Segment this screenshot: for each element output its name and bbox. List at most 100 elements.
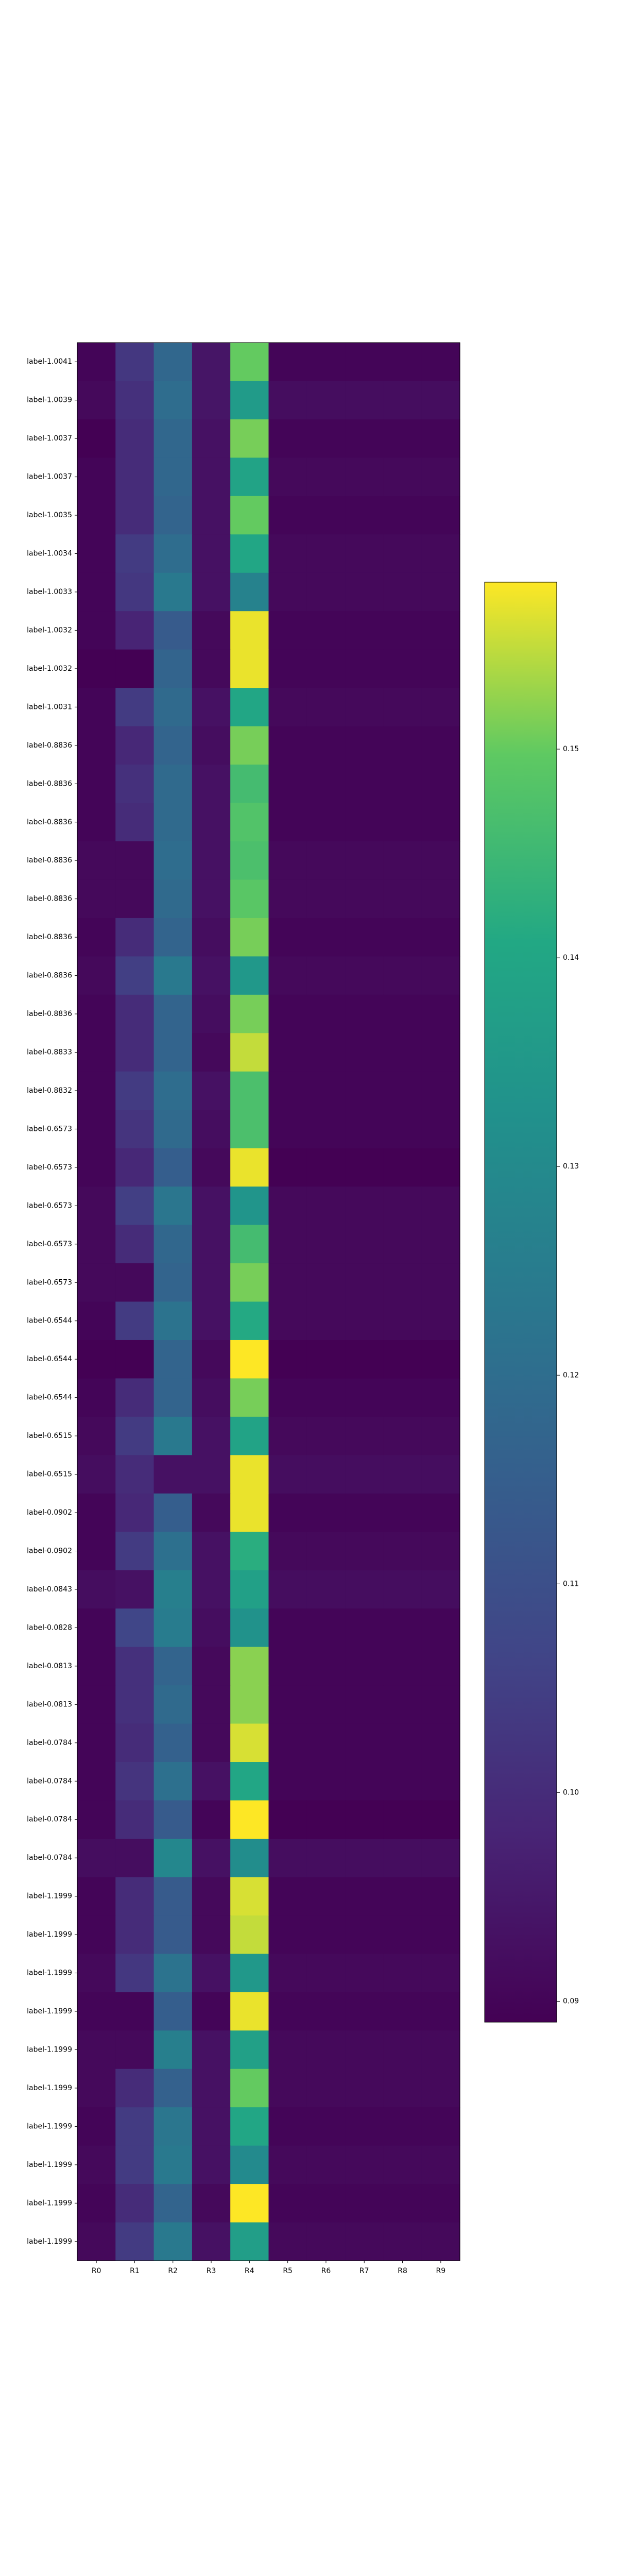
heatmap-cell: [153, 1685, 193, 1724]
heatmap-cell: [306, 1071, 346, 1110]
heatmap-cell: [77, 994, 116, 1033]
heatmap-cell: [230, 1148, 269, 1187]
heatmap-cell: [421, 2030, 460, 2070]
heatmap-cell: [383, 2069, 422, 2108]
heatmap-cell: [230, 1992, 269, 2031]
heatmap-cell: [230, 1187, 269, 1226]
heatmap-cell: [153, 611, 193, 650]
heatmap-cell: [383, 1608, 422, 1648]
heatmap-cell: [268, 1110, 307, 1149]
heatmap-cell: [77, 803, 116, 842]
heatmap-cell: [192, 1532, 231, 1571]
heatmap-cell: [421, 1110, 460, 1149]
heatmap-cell: [153, 1187, 193, 1226]
heatmap-cell: [192, 803, 231, 842]
row-tick-label: label-0.8832: [27, 1087, 72, 1095]
row-tick-label: label-1.1999: [27, 2084, 72, 2092]
heatmap-cell: [230, 534, 269, 573]
heatmap-cell: [153, 2222, 193, 2261]
row-tick-label: label-0.8836: [27, 895, 72, 903]
heatmap-cell: [192, 1187, 231, 1226]
heatmap-cell: [115, 1992, 154, 2031]
row-tick-label: label-0.8836: [27, 779, 72, 788]
heatmap-cell: [306, 765, 346, 804]
heatmap-cell: [383, 1493, 422, 1532]
heatmap-cell: [268, 1723, 307, 1762]
heatmap-cell: [383, 1033, 422, 1072]
heatmap-cell: [306, 1148, 346, 1187]
heatmap-cell: [192, 1301, 231, 1341]
heatmap-cell: [192, 726, 231, 765]
heatmap-cell: [421, 726, 460, 765]
heatmap-cell: [421, 1455, 460, 1494]
heatmap-cell: [268, 1685, 307, 1724]
heatmap-cell: [153, 496, 193, 535]
row-tick-label: label-1.1999: [27, 1969, 72, 1977]
heatmap-cell: [192, 419, 231, 458]
heatmap-cell: [192, 1263, 231, 1302]
heatmap-cell: [306, 2222, 346, 2261]
heatmap-cell: [421, 1838, 460, 1877]
colorbar-ticks: 0.09 0.10 0.11 0.12 0.13 0.14 0.15: [557, 745, 579, 2005]
heatmap-cell: [268, 343, 307, 382]
heatmap-cell: [345, 2145, 384, 2184]
heatmap-cell: [306, 649, 346, 688]
heatmap-cell: [345, 1110, 384, 1149]
heatmap-cell: [383, 343, 422, 382]
heatmap-cell: [77, 2069, 116, 2108]
row-tick-label: label-1.1999: [27, 2238, 72, 2246]
row-tick-label: label-0.6573: [27, 1125, 72, 1133]
heatmap-cell: [153, 1301, 193, 1341]
heatmap-cell: [383, 1340, 422, 1379]
heatmap-cell: [345, 1915, 384, 1954]
heatmap-cell: [268, 2030, 307, 2070]
heatmap-cell: [268, 1378, 307, 1417]
heatmap-cell: [192, 2184, 231, 2223]
heatmap-cell: [306, 534, 346, 573]
row-tick-label: label-1.0034: [27, 550, 72, 558]
heatmap-cell: [421, 1685, 460, 1724]
heatmap-cell: [77, 534, 116, 573]
heatmap-cell: [192, 1493, 231, 1532]
column-tick-label: R6: [321, 2267, 331, 2275]
heatmap-cell: [115, 2145, 154, 2184]
heatmap-cell: [421, 457, 460, 497]
heatmap-cell: [306, 1992, 346, 2031]
heatmap-cell: [421, 1416, 460, 1455]
heatmap-cell: [345, 956, 384, 995]
heatmap-cell: [268, 1301, 307, 1341]
heatmap-cell: [77, 1416, 116, 1455]
heatmap-cell: [421, 765, 460, 804]
heatmap-cell: [383, 381, 422, 420]
heatmap-cell: [383, 1532, 422, 1571]
heatmap-cell: [115, 2222, 154, 2261]
heatmap-cell: [383, 611, 422, 650]
row-tick-label: label-1.0037: [27, 473, 72, 481]
heatmap-cell: [115, 2069, 154, 2108]
row-tick-label: label-0.0902: [27, 1509, 72, 1517]
heatmap-cell: [77, 1838, 116, 1877]
colorbar: [484, 582, 557, 2023]
heatmap-cell: [77, 841, 116, 880]
heatmap-cell: [230, 419, 269, 458]
heatmap-cell: [383, 1915, 422, 1954]
heatmap-cell: [153, 2145, 193, 2184]
heatmap-cell: [383, 1800, 422, 1839]
heatmap-cell: [192, 1416, 231, 1455]
heatmap-cell: [345, 343, 384, 382]
heatmap-cell: [306, 803, 346, 842]
heatmap-cell: [115, 496, 154, 535]
heatmap-cell: [345, 1685, 384, 1724]
heatmap-cell: [268, 534, 307, 573]
heatmap-cell: [77, 496, 116, 535]
heatmap-cell: [383, 1187, 422, 1226]
heatmap-cell: [383, 1685, 422, 1724]
heatmap-cell: [192, 1877, 231, 1916]
heatmap-cell: [115, 1071, 154, 1110]
heatmap-cell: [306, 496, 346, 535]
heatmap-cell: [230, 803, 269, 842]
heatmap-cell: [192, 2030, 231, 2070]
heatmap-cell: [115, 803, 154, 842]
row-tick-label: label-0.0784: [27, 1777, 72, 1785]
heatmap-cell: [153, 1225, 193, 1264]
